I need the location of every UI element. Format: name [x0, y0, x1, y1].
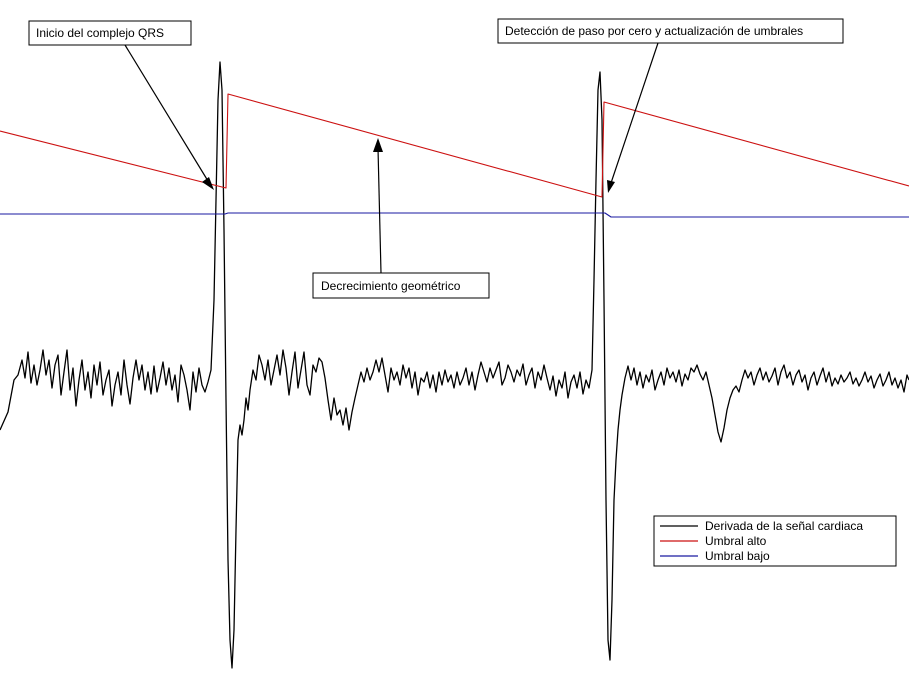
- annotation-geometric-decay-arrow: [377, 147, 382, 274]
- annotation-zero-crossing: Detección de paso por cero y actualizaci…: [497, 18, 844, 193]
- annotation-geometric-decay-box: [312, 272, 490, 299]
- series-line-low-threshold: [0, 212, 909, 218]
- series-line-high-threshold: [0, 93, 909, 198]
- arrowhead-geometric-decay-icon: [373, 138, 383, 152]
- series-line-derivative: [0, 61, 909, 669]
- annotation-zero-crossing-arrow: [610, 42, 659, 184]
- annotation-qrs-onset: Inicio del complejo QRS: [28, 20, 214, 190]
- annotation-qrs-onset-text: Inicio del complejo QRS: [36, 26, 164, 40]
- arrowhead-zero-crossing-icon: [607, 180, 615, 193]
- annotation-qrs-onset-arrow: [124, 44, 209, 182]
- annotation-geometric-decay-text: Decrecimiento geométrico: [321, 279, 461, 293]
- legend-label-low-threshold: Umbral bajo: [705, 549, 770, 563]
- annotation-zero-crossing-text: Detección de paso por cero y actualizaci…: [505, 24, 803, 38]
- annotation-zero-crossing-box: [497, 18, 844, 44]
- legend-label-derivative: Derivada de la señal cardiaca: [705, 519, 863, 533]
- annotation-qrs-onset-box: [28, 20, 192, 46]
- annotation-geometric-decay: Decrecimiento geométrico: [312, 138, 490, 299]
- legend: Derivada de la señal cardiaca Umbral alt…: [653, 515, 897, 567]
- legend-label-high-threshold: Umbral alto: [705, 534, 767, 548]
- series-layer: [0, 61, 909, 669]
- arrowhead-qrs-onset-icon: [202, 177, 214, 190]
